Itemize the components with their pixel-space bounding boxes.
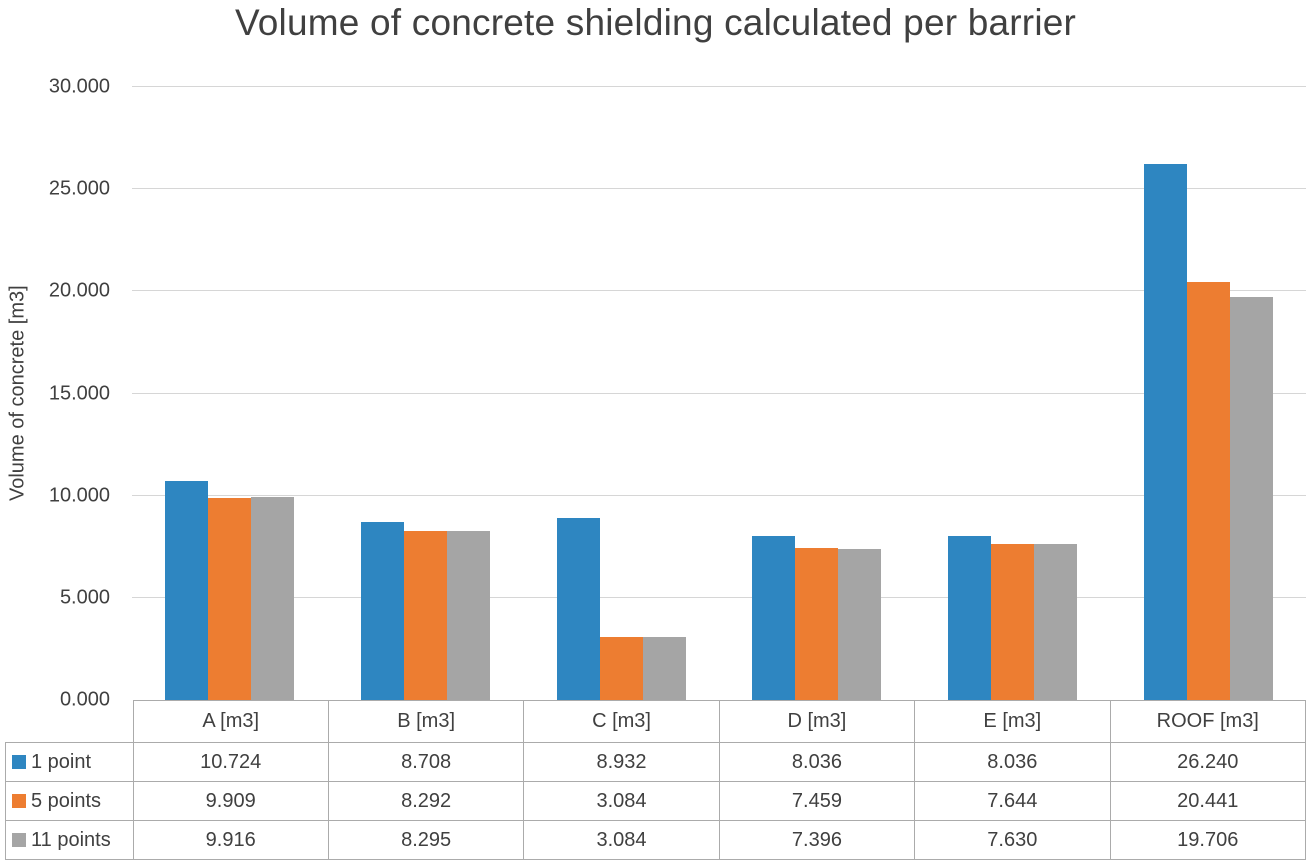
bar-5-points [404, 530, 447, 700]
y-tick-label: 0.000 [59, 688, 110, 711]
bar-1-point [165, 480, 209, 700]
bar-group-d [719, 87, 915, 700]
y-tick-label: 10.000 [48, 484, 110, 507]
table-corner-cell [6, 701, 134, 743]
bar-group-b [328, 87, 524, 700]
y-tick-label: 30.000 [48, 75, 110, 98]
bar-5-points [795, 547, 839, 700]
y-tick-label: 15.000 [48, 382, 110, 404]
chart-title: Volume of concrete shielding calculated … [234, 2, 1077, 43]
y-tick-label: 20.000 [48, 279, 110, 302]
bar-1-point [556, 517, 600, 700]
bar-group-c [523, 87, 719, 700]
value-cell: 19.706 [1109, 820, 1307, 860]
legend-cell: 1 point [5, 742, 134, 782]
value-cell: 8.036 [718, 742, 916, 782]
legend-swatch-icon [12, 832, 26, 847]
value-cell: 8.932 [523, 742, 720, 782]
bar-1-point [752, 535, 796, 700]
bar-11-points [838, 548, 882, 700]
value-cell: 7.630 [914, 820, 1111, 860]
header-row: A [m3] B [m3] C [m3] D [m3] E [m3] ROOF [m3] [6, 700, 1307, 743]
table-row-1-point: 1 point 10.724 8.708 8.932 8.036 8.036 26.240 [5, 742, 1307, 782]
column-header: A [m3] [132, 700, 329, 743]
bar-11-points [251, 497, 295, 700]
value-cell: 3.084 [523, 820, 720, 860]
legend-cell: 5 points [5, 781, 134, 821]
bar-1-point [948, 535, 992, 700]
value-cell: 7.644 [914, 781, 1111, 821]
bar-5-points [599, 636, 643, 700]
bar-1-point [1143, 163, 1187, 700]
bar-11-points [642, 636, 686, 700]
table-row-5-points: 5 points 9.909 8.292 3.084 7.459 7.644 20.441 [5, 781, 1307, 821]
column-header: E [m3] [914, 700, 1111, 743]
bar-11-points [1229, 297, 1273, 700]
gridline-25.000 [132, 188, 1306, 190]
y-tick-label: 25.000 [48, 177, 110, 200]
legend-swatch-icon [12, 793, 26, 808]
bar-5-points [991, 543, 1035, 700]
gridline-30.000 [132, 86, 1306, 87]
value-cell: 26.240 [1109, 742, 1307, 782]
value-cell: 9.916 [132, 820, 329, 860]
y-tick-label: 5.000 [59, 586, 110, 609]
bar-group-roof [1110, 87, 1306, 700]
value-cell: 9.909 [132, 781, 329, 821]
value-cell: 8.708 [327, 742, 525, 782]
bar-group-e [915, 87, 1111, 700]
gridline-10.000 [132, 494, 1306, 496]
column-header: ROOF [m3] [1109, 700, 1307, 743]
bar-group-a [132, 87, 328, 700]
value-cell: 8.036 [914, 742, 1111, 782]
plot-area [132, 86, 1306, 700]
y-axis-ticks: 0.000 5.000 10.000 15.000 20.000 25.000 30.000 [0, 76, 110, 711]
data-table: A [m3] B [m3] C [m3] D [m3] E [m3] ROOF [m3] … [5, 700, 1307, 860]
legend-cell: 11 points [5, 820, 134, 860]
gridline-15.000 [132, 392, 1306, 394]
value-cell: 10.724 [132, 742, 329, 782]
column-header: C [m3] [523, 700, 720, 743]
column-header: B [m3] [327, 700, 525, 743]
legend-swatch-icon [12, 754, 26, 769]
value-cell: 7.396 [718, 820, 916, 860]
table-row-11-points: 11 points 9.916 8.295 3.084 7.396 7.630 19.706 [5, 820, 1307, 860]
column-header: D [m3] [718, 700, 916, 743]
data-table-header: A [m3] B [m3] C [m3] D [m3] E [m3] ROOF [m3] [6, 700, 1307, 743]
gridline-5.000 [132, 596, 1306, 598]
legend-label: 5 points [31, 789, 102, 812]
value-cell: 8.292 [327, 781, 525, 821]
value-cell: 3.084 [523, 781, 720, 821]
bar-11-points [1034, 544, 1078, 700]
bar-5-points [1186, 282, 1230, 700]
legend-label: 11 points [31, 828, 111, 851]
legend-label: 1 point [31, 750, 92, 773]
value-cell: 7.459 [718, 781, 916, 821]
bar-1-point [361, 522, 404, 700]
gridline-20.000 [132, 290, 1306, 292]
bar-11-points [447, 530, 490, 700]
bar-5-points [208, 497, 252, 700]
data-table-body: 1 point 10.724 8.708 8.932 8.036 8.036 26.240 5… [5, 742, 1307, 860]
value-cell: 8.295 [327, 820, 525, 860]
value-cell: 20.441 [1109, 781, 1307, 821]
